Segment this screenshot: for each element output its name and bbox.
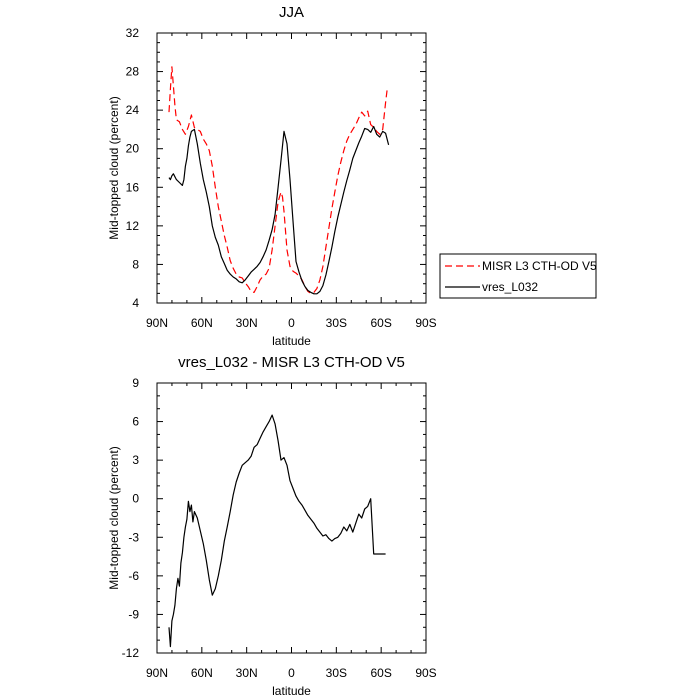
x-tick-label: 90N (146, 316, 168, 330)
series-line-1 (168, 66, 388, 294)
y-tick-label: 4 (132, 296, 139, 310)
x-tick-label: 90N (146, 666, 168, 680)
y-tick-label: -12 (122, 646, 140, 660)
y-tick-label: 12 (126, 219, 140, 233)
chart-panel-1 (156, 32, 597, 304)
x-tick-label: 60N (191, 666, 213, 680)
y-tick-label: 28 (126, 65, 140, 79)
y-tick-label: 8 (132, 257, 139, 271)
x-tick-label: 90S (415, 316, 436, 330)
x-tick-label: 60S (370, 316, 391, 330)
x-tick-label: 0 (288, 316, 295, 330)
y-tick-label: 16 (126, 180, 140, 194)
y-axis-label: Mid-topped cloud (percent) (107, 446, 121, 589)
x-tick-label: 30S (326, 666, 347, 680)
series-line-2 (168, 125, 390, 295)
y-tick-label: 20 (126, 142, 140, 156)
plot-frame (156, 32, 427, 304)
x-tick-label: 30S (326, 316, 347, 330)
y-tick-label: -9 (128, 607, 139, 621)
x-tick-label: 60N (191, 316, 213, 330)
legend-label-1: MISR L3 CTH-OD V5 (482, 259, 597, 273)
y-tick-label: 9 (132, 376, 139, 390)
y-tick-label: -3 (128, 530, 139, 544)
legend-label-2: vres_L032 (482, 280, 538, 294)
x-tick-label: 60S (370, 666, 391, 680)
y-tick-label: 32 (126, 26, 140, 40)
x-tick-label: 0 (288, 666, 295, 680)
series-line-1 (168, 414, 386, 648)
y-tick-label: 3 (132, 453, 139, 467)
legend-box (439, 253, 597, 299)
chart-title: vres_L032 - MISR L3 CTH-OD V5 (178, 354, 405, 371)
y-tick-label: 0 (132, 492, 139, 506)
x-tick-label: 30N (236, 316, 258, 330)
x-axis-label: latitude (272, 684, 311, 698)
chart-title: JJA (279, 4, 304, 21)
x-axis-label: latitude (272, 334, 311, 348)
chart-panel-2 (156, 382, 427, 654)
y-axis-label: Mid-topped cloud (percent) (107, 96, 121, 239)
y-tick-label: 6 (132, 415, 139, 429)
x-tick-label: 90S (415, 666, 436, 680)
x-tick-label: 30N (236, 666, 258, 680)
y-tick-label: -6 (128, 569, 139, 583)
y-tick-label: 24 (126, 103, 140, 117)
